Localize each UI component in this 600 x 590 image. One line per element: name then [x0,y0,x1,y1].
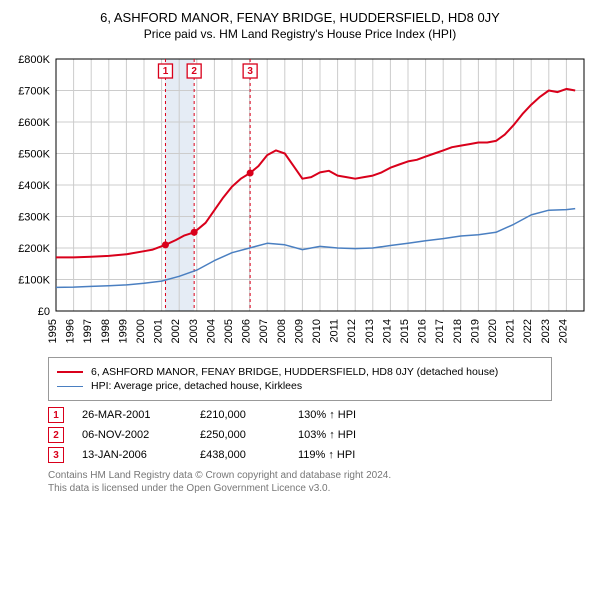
x-tick-label: 1999 [117,319,129,343]
x-tick-label: 2020 [487,319,499,343]
x-tick-label: 2000 [135,319,147,343]
x-tick-label: 2009 [293,319,305,343]
x-tick-label: 1997 [82,319,94,343]
sale-row-hpi: 119% ↑ HPI [298,449,398,461]
sale-row: 3 13-JAN-2006 £438,000 119% ↑ HPI [48,447,552,463]
x-tick-label: 2010 [311,319,323,343]
x-tick-label: 2008 [276,319,288,343]
y-tick-label: £800K [18,54,50,66]
x-tick-label: 2014 [381,319,393,343]
x-tick-label: 2022 [522,319,534,343]
sale-row-marker: 3 [48,447,64,463]
x-tick-label: 2012 [346,319,358,343]
x-tick-label: 2002 [170,319,182,343]
attribution: Contains HM Land Registry data © Crown c… [48,469,552,495]
legend-row: HPI: Average price, detached house, Kirk… [57,380,543,392]
page-subtitle: Price paid vs. HM Land Registry's House … [8,27,592,41]
y-tick-label: £400K [18,180,50,192]
sale-row-price: £250,000 [200,429,280,441]
x-tick-label: 2007 [258,319,270,343]
legend: 6, ASHFORD MANOR, FENAY BRIDGE, HUDDERSF… [48,357,552,401]
legend-swatch [57,386,83,387]
x-tick-label: 2019 [469,319,481,343]
sale-row-hpi: 130% ↑ HPI [298,409,398,421]
x-tick-label: 1996 [65,319,77,343]
x-tick-label: 2017 [434,319,446,343]
y-tick-label: £600K [18,117,50,129]
sale-row: 1 26-MAR-2001 £210,000 130% ↑ HPI [48,407,552,423]
x-tick-label: 2005 [223,319,235,343]
legend-row: 6, ASHFORD MANOR, FENAY BRIDGE, HUDDERSF… [57,366,543,378]
y-tick-label: £300K [18,212,50,224]
y-tick-label: £700K [18,86,50,98]
sale-row-price: £438,000 [200,449,280,461]
x-tick-label: 2024 [557,319,569,343]
x-tick-label: 2016 [417,319,429,343]
sale-row-date: 13-JAN-2006 [82,449,182,461]
sale-row-marker: 1 [48,407,64,423]
x-tick-label: 2003 [188,319,200,343]
chart-container: £0 £100K £200K £300K £400K £500K £600K £700K £80… [8,49,592,349]
x-tick-label: 2013 [364,319,376,343]
attribution-line1: Contains HM Land Registry data © Crown c… [48,469,552,482]
sale-row-marker: 2 [48,427,64,443]
sale-row-hpi: 103% ↑ HPI [298,429,398,441]
x-tick-label: 2023 [540,319,552,343]
legend-label: 6, ASHFORD MANOR, FENAY BRIDGE, HUDDERSF… [91,366,498,378]
x-tick-label: 2004 [205,319,217,343]
sale-marker-number: 1 [163,66,169,77]
sale-row-date: 26-MAR-2001 [82,409,182,421]
y-tick-label: £0 [38,306,50,318]
price-chart: £0 £100K £200K £300K £400K £500K £600K £700K £80… [8,49,592,349]
y-tick-label: £100K [18,275,50,287]
x-tick-label: 1998 [100,319,112,343]
x-tick-label: 1995 [47,319,59,343]
x-tick-label: 2001 [153,319,165,343]
x-tick-label: 2021 [505,319,517,343]
y-tick-label: £200K [18,243,50,255]
x-tick-label: 2015 [399,319,411,343]
sale-row-price: £210,000 [200,409,280,421]
legend-label: HPI: Average price, detached house, Kirk… [91,380,302,392]
sales-table: 1 26-MAR-2001 £210,000 130% ↑ HPI 2 06-NOV-20… [48,407,552,463]
y-tick-label: £500K [18,149,50,161]
sale-row-date: 06-NOV-2002 [82,429,182,441]
attribution-line2: This data is licensed under the Open Gov… [48,482,552,495]
x-tick-label: 2006 [241,319,253,343]
page-title: 6, ASHFORD MANOR, FENAY BRIDGE, HUDDERSF… [8,10,592,25]
legend-swatch [57,371,83,373]
x-tick-label: 2011 [329,319,341,343]
sale-marker-number: 2 [191,66,197,77]
sale-row: 2 06-NOV-2002 £250,000 103% ↑ HPI [48,427,552,443]
sale-marker-number: 3 [247,66,253,77]
x-tick-label: 2018 [452,319,464,343]
